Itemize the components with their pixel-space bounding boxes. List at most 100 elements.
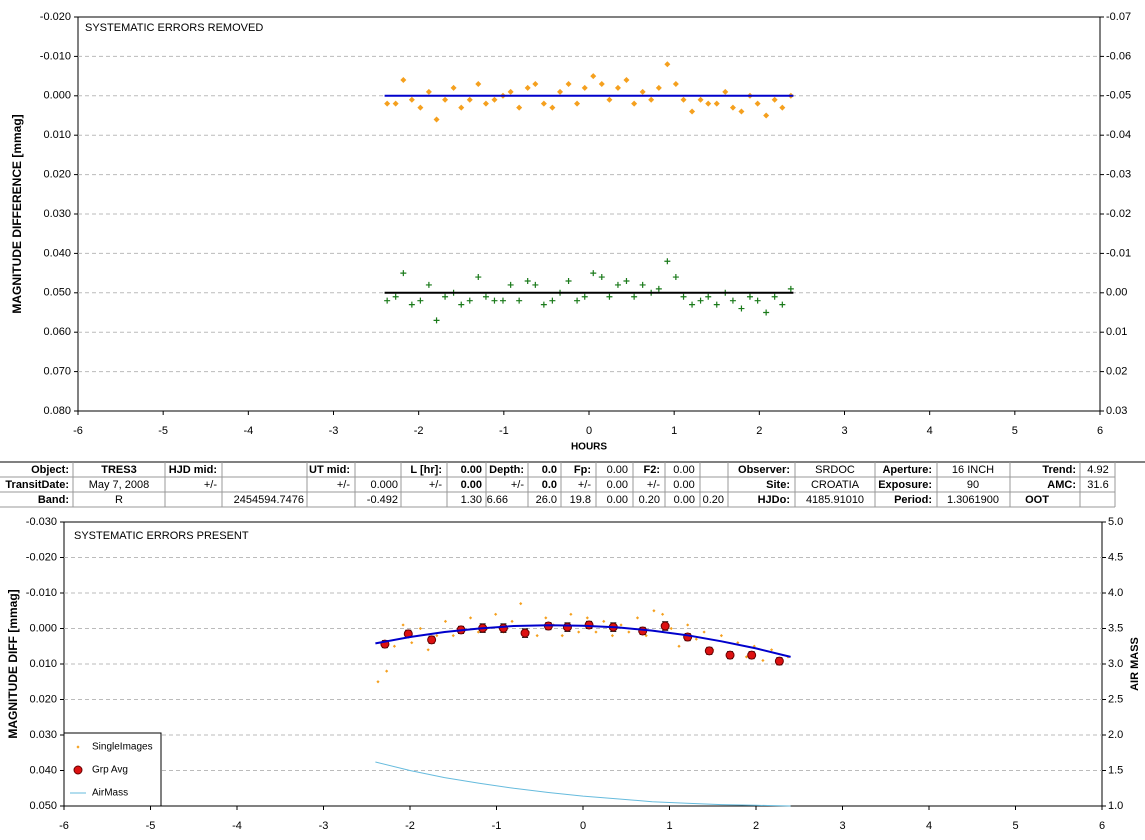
point — [560, 634, 564, 638]
point — [713, 100, 720, 107]
point — [385, 669, 389, 673]
x-tick-label: 0 — [586, 425, 592, 437]
y-tick-label: 0.050 — [43, 287, 71, 299]
table-cell: 0.00 — [674, 494, 695, 506]
x-tick-label: -3 — [319, 820, 329, 832]
point — [510, 619, 514, 623]
point — [384, 100, 391, 107]
point — [516, 297, 523, 304]
point — [736, 641, 740, 645]
point — [746, 293, 753, 300]
point — [787, 285, 794, 292]
x-tick-label: 4 — [927, 425, 933, 437]
point — [585, 616, 589, 620]
point — [519, 602, 523, 606]
table-cell: 4185.91010 — [806, 494, 864, 506]
y-tick-label: -0.010 — [40, 50, 71, 62]
y2-tick-label: 1.5 — [1108, 764, 1123, 776]
point — [435, 634, 439, 638]
point — [417, 104, 424, 111]
x-tick-label: 1 — [671, 425, 677, 437]
y2-tick-label: -0.04 — [1106, 129, 1131, 141]
table-cell: CROATIA — [811, 479, 860, 491]
point — [491, 96, 498, 103]
point — [507, 281, 514, 288]
point — [532, 281, 539, 288]
point — [672, 274, 679, 281]
table-cell: Depth: — [489, 464, 524, 476]
point — [565, 277, 572, 284]
table-cell: Aperture: — [882, 464, 932, 476]
point — [606, 96, 613, 103]
point — [400, 270, 407, 277]
chart-title: SYSTEMATIC ERRORS PRESENT — [74, 530, 249, 542]
chart-title: SYSTEMATIC ERRORS REMOVED — [85, 22, 263, 34]
y2-tick-label: 4.0 — [1108, 587, 1123, 599]
point — [672, 80, 679, 87]
x-tick-label: 2 — [756, 425, 762, 437]
x-tick-label: 5 — [1012, 820, 1018, 832]
table-cell: UT mid: — [309, 464, 350, 476]
y2-tick-label: 2.5 — [1108, 693, 1123, 705]
table-cell: 6.66 — [487, 494, 508, 506]
y2-tick-label: 0.03 — [1106, 405, 1127, 417]
point — [418, 626, 422, 631]
point — [498, 623, 508, 633]
point — [744, 655, 749, 659]
table-cell: 0.20 — [703, 494, 724, 506]
y2-axis-label: AIR MASS — [1129, 637, 1141, 691]
point — [507, 88, 514, 95]
point — [408, 301, 415, 308]
point — [433, 317, 440, 324]
point — [680, 96, 687, 103]
point — [425, 281, 432, 288]
y-tick-label: 0.050 — [29, 800, 57, 812]
point — [752, 644, 756, 648]
point — [482, 293, 489, 300]
table-cell: 0.00 — [461, 464, 482, 476]
point — [544, 616, 548, 620]
x-tick-label: -2 — [405, 820, 415, 832]
point — [581, 293, 588, 300]
point — [614, 84, 621, 91]
y2-tick-label: -0.03 — [1106, 169, 1131, 181]
point — [729, 297, 736, 304]
point — [565, 80, 572, 87]
y-tick-label: 0.040 — [29, 764, 57, 776]
point — [631, 293, 638, 300]
table-cell: 26.0 — [536, 494, 557, 506]
point — [598, 274, 605, 281]
point — [686, 623, 690, 627]
point — [581, 84, 588, 91]
point — [722, 88, 729, 95]
point — [738, 305, 745, 312]
table-cell: R — [115, 494, 123, 506]
table-cell: 0.000 — [370, 479, 398, 491]
y2-tick-label: -0.01 — [1106, 247, 1131, 259]
y-axis-label: MAGNITUDE DIFF [mmag] — [6, 589, 20, 738]
point — [623, 277, 630, 284]
point — [425, 88, 432, 95]
point — [376, 680, 380, 684]
x-tick-label: -3 — [329, 425, 339, 437]
point — [520, 628, 530, 638]
point — [408, 96, 415, 103]
table-cell: 0.00 — [673, 479, 694, 491]
table-cell: 2454594.7476 — [234, 494, 304, 506]
point — [639, 88, 646, 95]
info-table: Object: TRES3 HJD mid: UT mid: L [hr]: 0.00 De… — [0, 461, 1145, 508]
point — [747, 650, 757, 660]
y2-tick-label: -0.07 — [1106, 11, 1131, 23]
point — [631, 100, 638, 107]
table-cell: 90 — [967, 479, 979, 491]
table-cell: +/- — [647, 479, 660, 491]
x-tick-label: -6 — [73, 425, 83, 437]
x-tick-label: 4 — [926, 820, 932, 832]
table-cell: Observer: — [738, 464, 790, 476]
table-cell: Fp: — [574, 464, 591, 476]
table-cell: 0.00 — [607, 464, 628, 476]
point — [590, 270, 597, 277]
point — [648, 96, 655, 103]
x-tick-label: -5 — [146, 820, 156, 832]
point — [524, 84, 531, 91]
